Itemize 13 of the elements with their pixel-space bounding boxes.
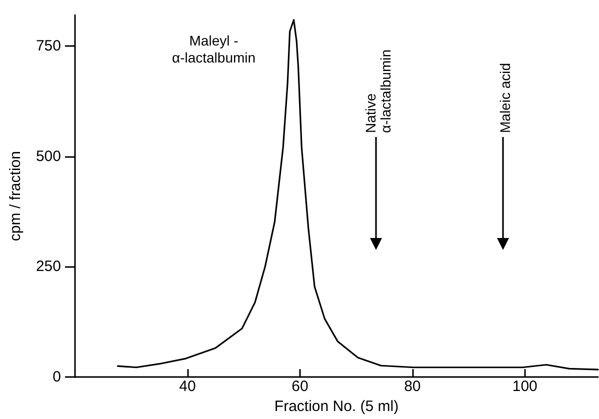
y-tick-label: 500 [36,148,61,165]
x-axis-title: Fraction No. (5 ml) [274,398,399,415]
y-axis-title: cpm / fraction [7,151,24,242]
x-tick-label: 40 [179,378,196,396]
x-tick-label: 60 [292,378,308,396]
y-tick-label: 250 [36,258,61,276]
y-tick-label: 0 [52,368,61,386]
annotation: Maleyl - α-lactalbumin [172,32,256,66]
x-tick-label: 80 [404,378,421,396]
y-tick-label: 750 [36,37,61,54]
annotation: Maleic acid [497,62,513,133]
x-tick-label: 100 [512,378,538,396]
annotation: Native α-lactalbumin [362,49,394,133]
